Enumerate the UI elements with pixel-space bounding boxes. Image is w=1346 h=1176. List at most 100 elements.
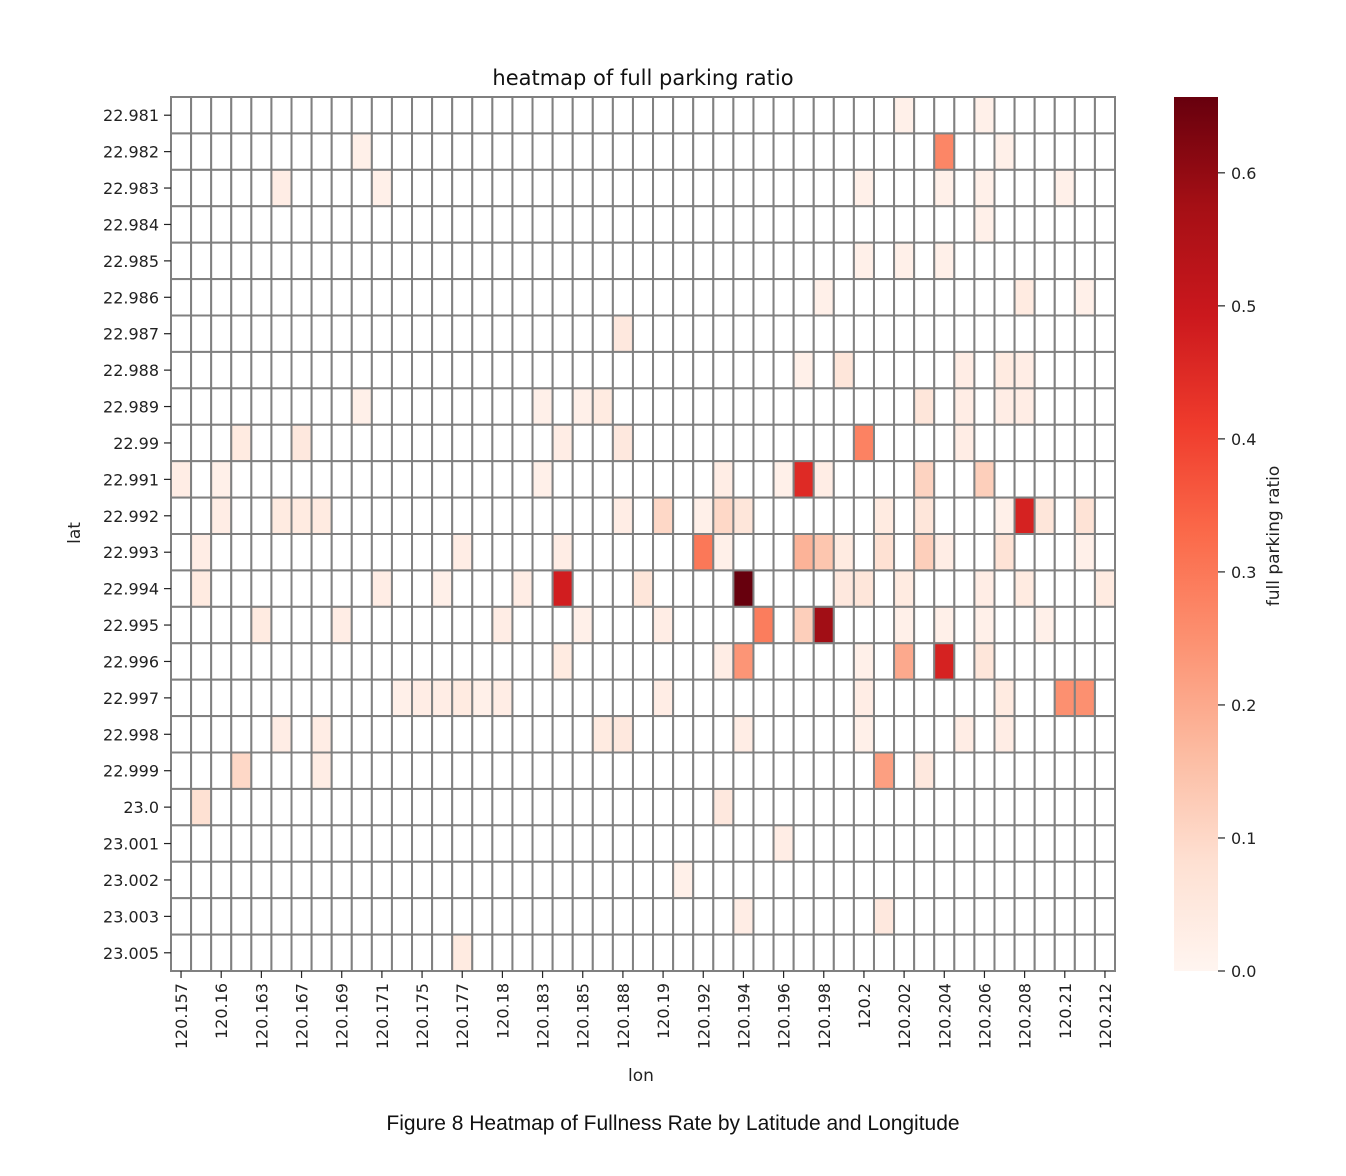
heatmap-cell-filled	[692, 533, 715, 572]
heatmap-cell-empty	[812, 824, 835, 863]
heatmap-cell-filled	[752, 605, 775, 645]
heatmap-cell-empty	[631, 642, 655, 681]
heatmap-cell-empty	[390, 205, 414, 244]
heatmap-cell-empty	[270, 387, 293, 426]
heatmap-cell-empty	[591, 678, 614, 718]
heatmap-cell-empty	[1093, 278, 1117, 317]
heatmap-cell-empty	[1053, 751, 1076, 790]
heatmap-cell-empty	[471, 96, 494, 135]
heatmap-cell-empty	[290, 533, 313, 572]
heatmap-cell-empty	[812, 642, 835, 681]
heatmap-cell-empty	[190, 860, 213, 900]
y-tick-label: 22.99	[113, 434, 159, 453]
heatmap-cell-filled	[953, 423, 976, 463]
heatmap-cell-empty	[611, 605, 634, 645]
heatmap-cell-empty	[712, 205, 735, 244]
heatmap-cell-empty	[1093, 350, 1117, 390]
heatmap-cell-empty	[872, 569, 896, 608]
heatmap-cell-empty	[390, 787, 414, 827]
heatmap-cell-empty	[190, 678, 213, 718]
heatmap-cell-empty	[1013, 241, 1036, 281]
heatmap-cell-empty	[812, 205, 835, 244]
heatmap-cell-empty	[812, 787, 835, 827]
heatmap-cell-empty	[250, 132, 273, 171]
heatmap-cell-empty	[953, 205, 976, 244]
heatmap-cell-empty	[250, 278, 273, 317]
heatmap-cell-filled	[551, 533, 574, 572]
heatmap-cell-empty	[571, 824, 594, 863]
y-tick-label: 23.003	[103, 907, 159, 926]
heatmap-cell-empty	[431, 278, 454, 317]
heatmap-cell-empty	[732, 678, 755, 718]
heatmap-cell-empty	[1093, 96, 1117, 135]
heatmap-cell-empty	[1053, 205, 1076, 244]
heatmap-cell-empty	[832, 278, 855, 317]
heatmap-cell-empty	[190, 824, 213, 863]
heatmap-cell-filled	[190, 569, 213, 608]
heatmap-cell-empty	[511, 678, 534, 718]
heatmap-cell-empty	[913, 350, 936, 390]
heatmap-cell-empty	[1053, 132, 1076, 171]
heatmap-cell-empty	[571, 460, 594, 499]
heatmap-cell-filled	[190, 787, 213, 827]
heatmap-cell-empty	[411, 314, 434, 353]
heatmap-cell-empty	[631, 824, 655, 863]
heatmap-cell-empty	[973, 933, 996, 972]
heatmap-cell-empty	[1073, 460, 1096, 499]
heatmap-cell-empty	[350, 205, 373, 244]
heatmap-cell-empty	[933, 278, 956, 317]
heatmap-cell-empty	[611, 205, 634, 244]
heatmap-cell-filled	[270, 496, 293, 536]
heatmap-cell-empty	[210, 715, 233, 754]
heatmap-cell-empty	[330, 132, 353, 171]
heatmap-cell-filled	[370, 569, 393, 608]
heatmap-cell-empty	[772, 897, 795, 936]
heatmap-cell-empty	[170, 569, 193, 608]
heatmap-cell-empty	[752, 460, 775, 499]
heatmap-cell-empty	[471, 533, 494, 572]
heatmap-cell-empty	[350, 642, 373, 681]
heatmap-cell-empty	[230, 715, 253, 754]
heatmap-cell-empty	[370, 715, 393, 754]
heatmap-cell-empty	[370, 423, 393, 463]
heatmap-cell-empty	[832, 787, 855, 827]
heatmap-cell-filled	[852, 569, 875, 608]
heatmap-cell-empty	[471, 241, 494, 281]
heatmap-cell-empty	[812, 314, 835, 353]
heatmap-cell-empty	[471, 278, 494, 317]
heatmap-cell-empty	[591, 132, 614, 171]
heatmap-cell-empty	[953, 278, 976, 317]
heatmap-cell-empty	[230, 569, 253, 608]
heatmap-cell-empty	[390, 933, 414, 972]
heatmap-cell-empty	[652, 314, 675, 353]
heatmap-cell-empty	[1093, 751, 1117, 790]
heatmap-cell-empty	[491, 824, 514, 863]
heatmap-cell-empty	[652, 387, 675, 426]
heatmap-cell-empty	[571, 678, 594, 718]
heatmap-cell-filled	[491, 678, 514, 718]
heatmap-cell-empty	[1053, 642, 1076, 681]
colorbar-tick-label: 0.5	[1231, 297, 1256, 316]
heatmap-cell-empty	[230, 350, 253, 390]
heatmap-cell-empty	[1013, 897, 1036, 936]
heatmap-cell-empty	[672, 678, 695, 718]
y-tick-label: 22.981	[103, 106, 159, 125]
heatmap-cell-empty	[330, 241, 353, 281]
heatmap-cell-empty	[370, 787, 393, 827]
heatmap-cell-empty	[210, 678, 233, 718]
heatmap-cell-empty	[1013, 860, 1036, 900]
heatmap-cell-empty	[832, 824, 855, 863]
heatmap-cell-empty	[852, 350, 875, 390]
heatmap-cell-empty	[451, 897, 474, 936]
heatmap-cell-empty	[732, 787, 755, 827]
y-tick-label: 23.0	[123, 798, 159, 817]
heatmap-cell-empty	[390, 168, 414, 208]
heatmap-cell-empty	[270, 314, 293, 353]
heatmap-cell-empty	[993, 751, 1016, 790]
heatmap-cell-filled	[732, 496, 755, 536]
heatmap-cell-filled	[712, 642, 735, 681]
heatmap-cell-empty	[1013, 314, 1036, 353]
heatmap-cell-filled	[230, 751, 253, 790]
heatmap-cell-empty	[330, 751, 353, 790]
heatmap-cell-empty	[270, 605, 293, 645]
